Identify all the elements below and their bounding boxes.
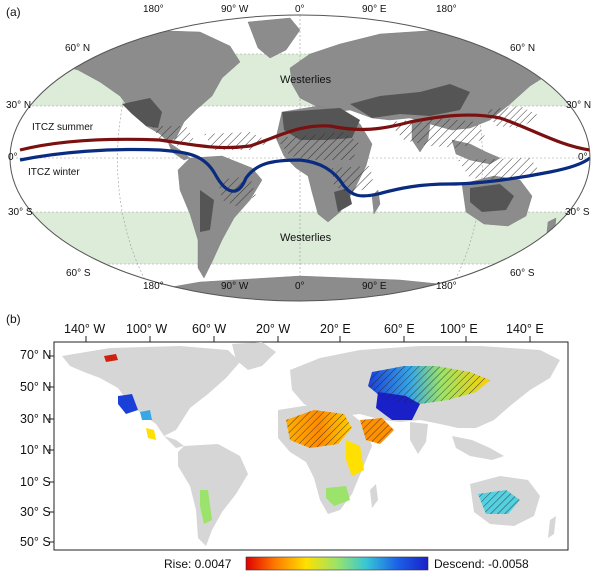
lon-label-top-2: 0°: [295, 4, 305, 15]
b-lat-label-0: 70° N: [20, 348, 52, 362]
map-outline: [9, 14, 591, 302]
itcz-summer-label: ITCZ summer: [32, 122, 94, 133]
b-lat-label-2: 30° N: [20, 412, 52, 426]
lon-label-top-3: 90° E: [362, 4, 387, 15]
lat-label-left-30s: 30° S: [8, 207, 33, 218]
lat-label-right-0: 0°: [578, 152, 588, 163]
lon-label-top-1: 90° W: [221, 4, 249, 15]
panel-b-land: [62, 342, 560, 546]
drylands: [122, 84, 514, 232]
lat-label-right-60n: 60° N: [510, 43, 536, 54]
b-lat-label-3: 10° N: [20, 443, 52, 457]
lon-label-bottom-0: 180°: [143, 281, 164, 292]
itcz-winter-label: ITCZ winter: [28, 167, 80, 178]
b-lon-label-3: 20° W: [256, 322, 291, 336]
panel-a-label: (a): [6, 5, 21, 19]
b-lon-label-1: 100° W: [126, 322, 168, 336]
lon-label-bottom-2: 0°: [295, 281, 305, 292]
b-lat-label-4: 10° S: [20, 475, 51, 489]
panel-b-ticks: [48, 336, 531, 543]
lon-label-top-4: 180°: [436, 4, 457, 15]
lat-label-left-60s: 60° S: [66, 268, 91, 279]
b-lat-label-5: 30° S: [20, 505, 51, 519]
panel-a-map: [9, 14, 591, 302]
lon-label-top-0: 180°: [143, 4, 164, 15]
lat-label-left-30n: 30° N: [6, 100, 32, 111]
trend-hatching: [286, 366, 520, 514]
b-lon-label-2: 60° W: [192, 322, 227, 336]
b-lon-label-7: 140° E: [506, 322, 544, 336]
itcz-summer-line: [19, 113, 590, 152]
b-lon-label-6: 100° E: [440, 322, 478, 336]
lat-label-left-60n: 60° N: [65, 43, 91, 54]
panel-b-frame: [53, 341, 569, 551]
itcz-winter-line: [19, 147, 590, 198]
colorbar-descend-label: Descend: -0.0058: [434, 557, 529, 571]
westerlies-south-label: Westerlies: [280, 232, 332, 244]
colorbar-rise-label: Rise: 0.0047: [164, 557, 232, 571]
lat-label-left-0: 0°: [8, 152, 18, 163]
lat-label-right-60s: 60° S: [510, 268, 535, 279]
panel-b-label: (b): [6, 312, 21, 326]
lat-label-right-30s: 30° S: [565, 207, 590, 218]
colorbar: [245, 556, 429, 571]
b-lon-label-4: 20° E: [320, 322, 351, 336]
b-lat-label-1: 50° N: [20, 380, 52, 394]
lon-label-bottom-1: 90° W: [221, 281, 249, 292]
westerlies-north-label: Westerlies: [280, 74, 332, 86]
b-lon-label-0: 140° W: [64, 322, 106, 336]
b-lon-label-5: 60° E: [384, 322, 415, 336]
b-lat-label-6: 50° S: [20, 535, 51, 549]
trend-regions: [104, 354, 520, 524]
monsoon-hatched-regions: [152, 106, 540, 206]
lat-label-right-30n: 30° N: [566, 100, 592, 111]
lon-label-bottom-4: 180°: [436, 281, 457, 292]
lon-label-bottom-3: 90° E: [362, 281, 387, 292]
